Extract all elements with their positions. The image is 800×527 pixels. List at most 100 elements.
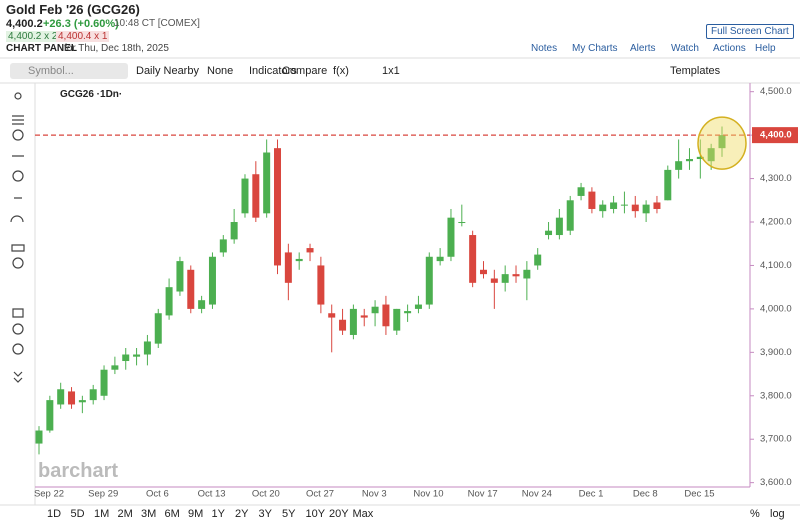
toolbar-item[interactable]: f(x)	[333, 65, 349, 77]
time: 10:48 CT [COMEX]	[114, 18, 200, 29]
toolbar-item[interactable]: Indicators	[249, 65, 297, 77]
candle-body	[393, 308, 401, 331]
x-tick-label: Oct 27	[306, 489, 334, 500]
candle-body	[328, 313, 336, 318]
toolbar-item[interactable]: 1x1	[382, 65, 400, 77]
panel-label: CHART PANEL	[6, 43, 77, 54]
candle-body	[458, 222, 466, 224]
x-tick-label: Nov 24	[522, 489, 552, 500]
candle-body	[523, 269, 531, 279]
x-tick-label: Oct 20	[252, 489, 280, 500]
watermark: barchart	[38, 460, 119, 482]
x-tick-label: Dec 1	[579, 489, 604, 500]
candle-body	[685, 159, 693, 162]
range-button[interactable]: 1Y	[211, 508, 225, 520]
candle-body	[577, 187, 585, 196]
x-tick-label: Nov 3	[362, 489, 387, 500]
candle-body	[588, 191, 596, 209]
change: +26.3 (+0.60%)	[43, 18, 119, 30]
candle-body	[675, 161, 683, 170]
candle-body	[718, 135, 726, 149]
candle-body	[241, 178, 249, 214]
range-button[interactable]: 1M	[94, 508, 110, 520]
x-tick-label: Oct 13	[198, 489, 226, 500]
scale-button[interactable]: %	[750, 508, 760, 520]
range-button[interactable]: 2M	[117, 508, 133, 520]
candle-body	[317, 265, 325, 305]
y-tick-label: 3,900.0	[760, 347, 792, 358]
toolbar-item[interactable]: None	[207, 65, 234, 77]
candle-body	[252, 174, 260, 218]
toolbar-item[interactable]: Daily Nearby	[136, 65, 199, 77]
y-tick-label: 4,000.0	[760, 303, 792, 314]
title: Gold Feb '26 (GCG26)	[6, 2, 140, 17]
range-button[interactable]: 3M	[141, 508, 157, 520]
candle-body	[295, 258, 303, 262]
candle-body	[133, 354, 141, 357]
candle-body	[382, 304, 390, 327]
x-tick-label: Sep 22	[34, 489, 64, 500]
x-tick-label: Sep 29	[88, 489, 118, 500]
scale-button[interactable]: log	[770, 508, 785, 520]
range-button[interactable]: 1D	[47, 508, 62, 520]
candle-body	[501, 274, 509, 283]
bid: 4,400.2 x 2	[6, 31, 60, 42]
header-link[interactable]: Notes	[531, 43, 558, 54]
price: 4,400.2	[6, 18, 43, 30]
candle-body	[631, 204, 639, 212]
header-link[interactable]: Alerts	[630, 43, 656, 54]
y-tick-label: 3,800.0	[760, 390, 792, 401]
candle-body	[154, 313, 162, 344]
range-button[interactable]: 5D	[70, 508, 85, 520]
y-tick-label: 3,600.0	[760, 477, 792, 488]
candle-body	[219, 239, 227, 253]
range-button[interactable]: 3Y	[258, 508, 272, 520]
x-tick-label: Nov 17	[468, 489, 498, 500]
last-price-label: 4,400.0	[760, 130, 792, 141]
range-button[interactable]: 2Y	[235, 508, 249, 520]
last-price-box	[752, 127, 798, 144]
x-tick-label: Dec 15	[684, 489, 714, 500]
range-button[interactable]: 6M	[164, 508, 180, 520]
y-tick-label: 4,200.0	[760, 217, 792, 228]
fullscreen-button[interactable]: Full Screen Chart	[706, 24, 794, 39]
candle-body	[35, 430, 43, 444]
candle-body	[100, 369, 108, 396]
candle-body	[490, 278, 498, 283]
candle-body	[176, 261, 184, 292]
candle-body	[263, 152, 271, 214]
range-button[interactable]: 20Y	[329, 508, 349, 520]
candle-body	[371, 306, 379, 314]
candle-body	[187, 269, 195, 309]
header-link[interactable]: Actions	[713, 43, 746, 54]
candle-body	[545, 230, 553, 236]
candle-body	[143, 341, 151, 355]
symbol-search[interactable]: Symbol...	[10, 63, 128, 79]
chart-legend: GCG26 ·1Dn·	[60, 89, 123, 100]
candle-body	[46, 400, 54, 431]
range-button[interactable]: 10Y	[305, 508, 326, 520]
candle-body	[555, 217, 563, 236]
range-button[interactable]: Max	[352, 508, 374, 520]
header-link[interactable]: My Charts	[572, 43, 618, 54]
range-button[interactable]: 9M	[188, 508, 204, 520]
candle-body	[620, 204, 628, 206]
candle-body	[414, 304, 422, 309]
candle-body	[165, 287, 173, 316]
header-link[interactable]: Watch	[671, 43, 699, 54]
candle-body	[469, 235, 477, 283]
range-button[interactable]: 5Y	[282, 508, 296, 520]
toolbar-item[interactable]: Compare	[282, 65, 328, 77]
header-link[interactable]: Help	[755, 43, 776, 54]
candle-body	[610, 202, 618, 209]
panel-date: for Thu, Dec 18th, 2025	[64, 43, 169, 54]
candle-body	[447, 217, 455, 257]
candle-body	[284, 252, 292, 283]
templates[interactable]: Templates	[670, 65, 721, 77]
candle-body	[642, 204, 650, 214]
candle-body	[599, 204, 607, 212]
candle-body	[230, 222, 238, 240]
candle-body	[707, 148, 715, 162]
